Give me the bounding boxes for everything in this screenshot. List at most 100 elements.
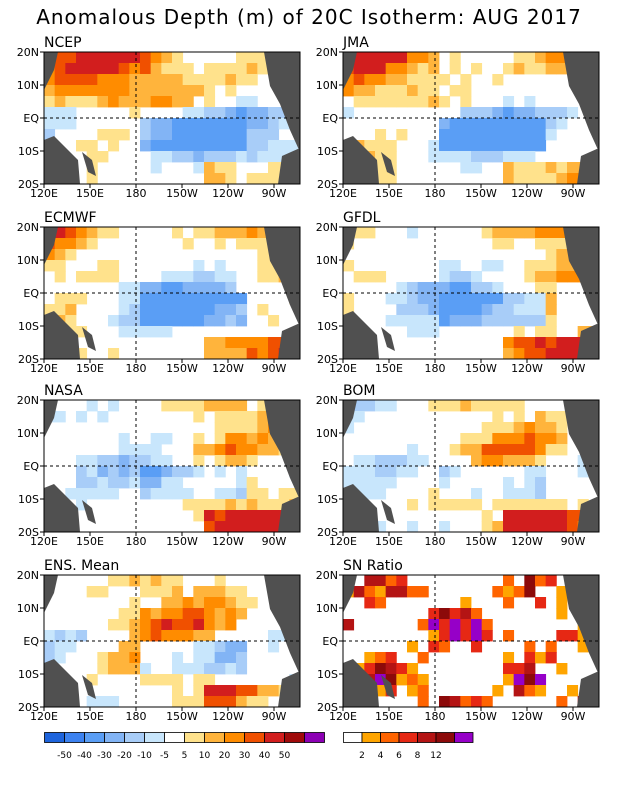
heatmap-cell (449, 52, 461, 64)
heatmap-cell (236, 696, 248, 708)
heatmap-cell (556, 608, 568, 620)
heatmap-cell (172, 151, 184, 163)
heatmap-cell (214, 400, 226, 412)
heatmap-cell (396, 466, 408, 478)
heatmap-cell (44, 260, 56, 272)
heatmap-cell (449, 304, 461, 316)
heatmap-cell (214, 173, 226, 185)
y-tick-label: 10N (316, 602, 338, 615)
heatmap-cell (257, 696, 269, 708)
x-tick-label: 120W (511, 187, 543, 200)
heatmap-cell (524, 652, 536, 664)
heatmap-cell (385, 315, 397, 327)
heatmap-cell (471, 304, 483, 316)
heatmap-cell (460, 608, 472, 620)
heatmap-cell (449, 630, 461, 642)
panel-title: BOM (343, 383, 376, 399)
colorbar-label: 50 (279, 751, 291, 761)
heatmap-cell (161, 630, 173, 642)
x-tick-label: 150W (166, 535, 198, 548)
heatmap-cell (76, 499, 88, 511)
heatmap-cell (204, 510, 216, 522)
heatmap-cell (535, 238, 547, 250)
heatmap-cell (129, 85, 141, 97)
heatmap-cell (182, 608, 194, 620)
heatmap-cell (214, 293, 226, 305)
heatmap-cell (225, 444, 237, 456)
heatmap-cell (407, 466, 419, 478)
heatmap-cell (97, 696, 109, 708)
heatmap-cell (460, 74, 472, 86)
heatmap-cell (268, 271, 280, 283)
heatmap-cell (97, 63, 109, 75)
heatmap-cell (353, 63, 365, 75)
heatmap-cell (503, 444, 515, 456)
heatmap-cell (161, 326, 173, 338)
heatmap-cell (460, 96, 472, 108)
heatmap-cell (503, 337, 515, 349)
heatmap-cell (503, 107, 515, 119)
heatmap-cell (535, 466, 547, 478)
heatmap-cell (407, 63, 419, 75)
heatmap-cell (76, 326, 88, 338)
x-tick-label: 120E (30, 362, 58, 375)
heatmap-cell (503, 597, 515, 609)
heatmap-cell (182, 304, 194, 316)
heatmap-cell (118, 293, 130, 305)
heatmap-cell (225, 85, 237, 97)
heatmap-cell (150, 586, 162, 598)
heatmap-cell (268, 162, 280, 174)
heatmap-cell (150, 162, 162, 174)
heatmap-cell (385, 674, 397, 686)
land-mask (343, 400, 599, 532)
heatmap-cell (492, 499, 504, 511)
x-tick-label: 120W (212, 710, 244, 723)
y-tick-label: 10S (317, 320, 338, 333)
heatmap-cell (460, 118, 472, 130)
heatmap-cell (204, 674, 216, 686)
heatmap-cell (524, 315, 536, 327)
heatmap-cell (460, 282, 472, 294)
heatmap-cell (129, 663, 141, 675)
heatmap-cell (150, 488, 162, 500)
heatmap-cell (86, 140, 98, 152)
heatmap-cell (214, 499, 226, 511)
heatmap-cell (161, 304, 173, 316)
panel-title: SN Ratio (343, 558, 403, 574)
heatmap-cell (385, 586, 397, 598)
panel-title: ECMWF (44, 210, 97, 226)
heatmap-cell (353, 96, 365, 108)
heatmap-cell (545, 510, 557, 522)
heatmap-cell (545, 227, 557, 239)
heatmap-cell (76, 348, 88, 360)
heatmap-cell (513, 129, 525, 141)
heatmap-cell (225, 488, 237, 500)
heatmap-cell (214, 304, 226, 316)
heatmap-cell (214, 162, 226, 174)
heatmap-cell (492, 455, 504, 467)
heatmap-cell (353, 227, 365, 239)
heatmap-cell (268, 129, 280, 141)
heatmap-cell (118, 63, 130, 75)
heatmap-cell (503, 162, 515, 174)
heatmap-cell (204, 129, 216, 141)
heatmap-cell (449, 140, 461, 152)
x-tick-label: 120E (30, 535, 58, 548)
heatmap-cell (385, 652, 397, 664)
y-tick-label: 10N (316, 427, 338, 440)
heatmap-cell (225, 173, 237, 185)
heatmap-map: 120E 150E 180 150W 120W 90W 20N 10N EQ 10S 20S (17, 221, 301, 375)
map-panel-gfdl: 120E 150E 180 150W 120W 90W 20N 10N EQ 10S 20S GFDL (316, 210, 600, 375)
heatmap-cell (375, 129, 387, 141)
heatmap-cell (567, 630, 579, 642)
heatmap-cell (556, 499, 568, 511)
heatmap-cell (439, 271, 451, 283)
heatmap-cell (439, 619, 451, 631)
heatmap-cell (492, 444, 504, 456)
heatmap-cell (225, 162, 237, 174)
heatmap-cell (236, 466, 248, 478)
heatmap-cell (364, 74, 376, 86)
heatmap-cell (214, 140, 226, 152)
heatmap-cell (364, 477, 376, 489)
heatmap-cell (76, 488, 88, 500)
